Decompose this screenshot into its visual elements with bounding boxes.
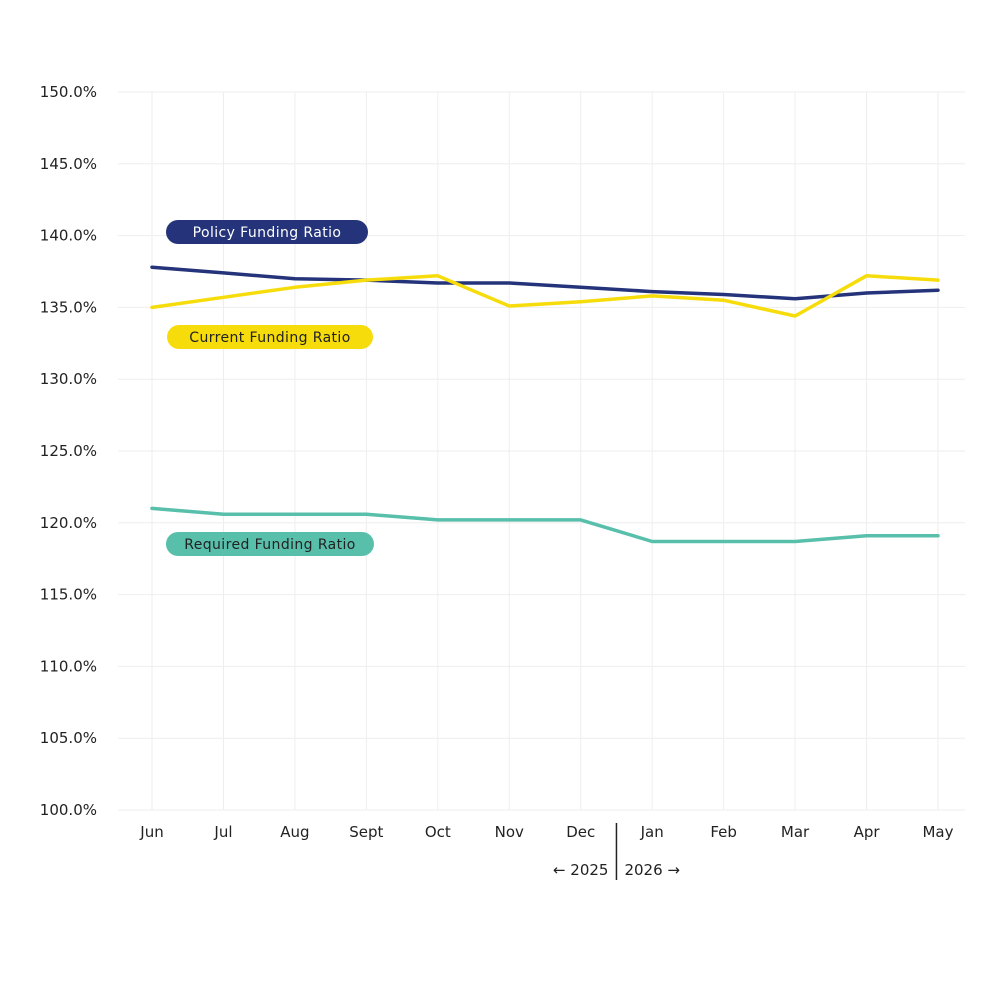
y-tick-label: 140.0% — [40, 227, 97, 245]
x-tick-label: Dec — [566, 823, 595, 841]
y-tick-label: 150.0% — [40, 83, 97, 101]
x-tick-label: Jul — [213, 823, 232, 841]
y-tick-label: 135.0% — [40, 298, 97, 316]
series-label-pill — [166, 532, 374, 556]
axes: 100.0% 105.0% 110.0% 115.0% 120.0% 125.0% 130.… — [40, 83, 954, 880]
series-label-pill — [166, 220, 368, 244]
x-tick-label: May — [922, 823, 953, 841]
y-tick-label: 125.0% — [40, 442, 97, 460]
x-tick-label: Jan — [640, 823, 664, 841]
series-labels: Policy Funding Ratio Current Funding Rati… — [166, 220, 374, 556]
y-tick-label: 100.0% — [40, 801, 97, 819]
y-tick-label: 110.0% — [40, 657, 97, 675]
series-label-pill — [167, 325, 373, 349]
x-tick-label: Sept — [349, 823, 383, 841]
grid — [118, 91, 965, 811]
series-label-text: Policy Funding Ratio — [193, 225, 342, 241]
x-tick-label: Mar — [781, 823, 810, 841]
y-tick-label: 130.0% — [40, 370, 97, 388]
x-tick-label: Nov — [495, 823, 524, 841]
series-label-current: Current Funding Ratio — [167, 325, 373, 349]
x-tick-label: Oct — [425, 823, 451, 841]
series-lines — [150, 265, 940, 544]
x-tick-label: Feb — [710, 823, 737, 841]
series-label-policy: Policy Funding Ratio — [166, 220, 368, 244]
series-label-text: Required Funding Ratio — [184, 537, 356, 553]
series-label-required: Required Funding Ratio — [166, 532, 374, 556]
x-tick-label: Aug — [280, 823, 309, 841]
year-label-left: ← 2025 — [553, 861, 609, 879]
y-tick-label: 115.0% — [40, 586, 97, 604]
y-tick-label: 120.0% — [40, 514, 97, 532]
year-label-right: 2026 → — [624, 861, 680, 879]
series-line-required — [150, 506, 940, 544]
y-tick-label: 105.0% — [40, 729, 97, 747]
series-line-current — [150, 274, 940, 318]
x-tick-label: Jun — [139, 823, 163, 841]
series-label-text: Current Funding Ratio — [189, 330, 350, 346]
series-line-policy — [150, 265, 940, 301]
y-tick-label: 145.0% — [40, 155, 97, 173]
x-tick-label: Apr — [854, 823, 881, 841]
